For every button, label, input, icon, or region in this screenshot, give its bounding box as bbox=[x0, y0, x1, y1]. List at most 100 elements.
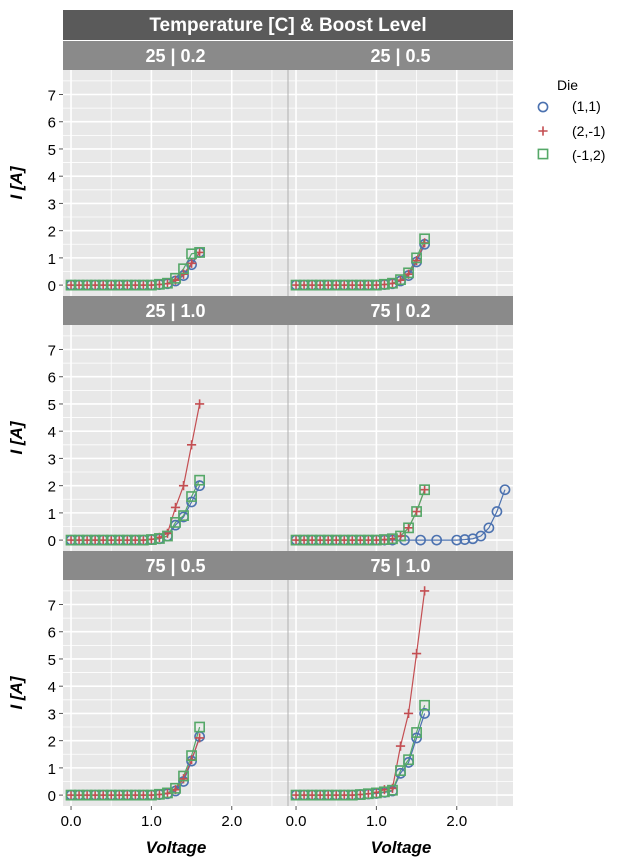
data-point bbox=[411, 648, 422, 659]
panel-6: 75 | 1.0 0.0 1.0 2.0 bbox=[286, 551, 513, 830]
data-point bbox=[194, 480, 206, 492]
data-point bbox=[105, 279, 117, 291]
data-point bbox=[370, 787, 382, 799]
data-point bbox=[354, 534, 366, 546]
plot-background bbox=[288, 70, 513, 296]
data-point bbox=[186, 750, 197, 762]
chart-title: Temperature [C] & Boost Level bbox=[149, 15, 426, 36]
y-tick-label: 7 bbox=[48, 88, 56, 105]
data-point bbox=[105, 789, 117, 801]
data-point bbox=[105, 534, 117, 546]
data-point bbox=[65, 534, 77, 546]
y-tick-label: 4 bbox=[48, 679, 56, 696]
data-point bbox=[81, 534, 93, 546]
data-point bbox=[387, 784, 398, 796]
data-point bbox=[298, 279, 310, 291]
y-tick-label: 2 bbox=[48, 224, 56, 241]
data-point bbox=[338, 534, 350, 546]
data-point bbox=[346, 279, 358, 291]
data-point bbox=[154, 788, 165, 800]
data-point bbox=[403, 523, 414, 533]
data-point bbox=[121, 279, 133, 291]
data-point bbox=[194, 721, 206, 733]
panel-strip bbox=[63, 551, 288, 580]
data-point bbox=[346, 789, 358, 801]
y-tick-label: 1 bbox=[48, 251, 56, 268]
data-point bbox=[306, 789, 318, 801]
x-tick-label: 2.0 bbox=[446, 813, 467, 830]
y-tick-label: 0 bbox=[48, 533, 56, 550]
y-tick-label: 7 bbox=[48, 343, 56, 360]
x-axis-title-right: Voltage bbox=[371, 838, 432, 857]
data-point bbox=[178, 510, 189, 522]
data-point bbox=[330, 279, 342, 291]
y-tick-label: 5 bbox=[48, 397, 56, 414]
data-point bbox=[298, 534, 310, 546]
data-point bbox=[121, 534, 133, 546]
data-point bbox=[290, 279, 302, 291]
y-tick-label: 2 bbox=[48, 479, 56, 496]
data-point bbox=[186, 440, 197, 450]
y-tick-label: 1 bbox=[48, 761, 56, 778]
legend: Die (1,1) (2,-1) (-1,2) bbox=[537, 77, 605, 163]
legend-marker-2 bbox=[538, 126, 548, 136]
data-point bbox=[81, 279, 93, 291]
panel-1: 25 | 0.2 0 1 2 3 4 5 6 7 I [A] bbox=[7, 41, 288, 296]
y-tick-label: 4 bbox=[48, 424, 56, 441]
data-point bbox=[314, 534, 326, 546]
data-point bbox=[419, 708, 431, 719]
data-point bbox=[194, 474, 206, 486]
plot-background bbox=[288, 325, 513, 551]
data-point bbox=[411, 727, 422, 738]
data-point bbox=[97, 789, 109, 801]
plot-background bbox=[63, 70, 288, 296]
data-point bbox=[395, 530, 406, 542]
data-point bbox=[314, 279, 326, 291]
data-point bbox=[186, 248, 197, 260]
data-point bbox=[194, 247, 206, 258]
data-point bbox=[306, 534, 318, 546]
data-point bbox=[178, 263, 189, 275]
data-point bbox=[362, 788, 374, 800]
data-point bbox=[186, 491, 197, 502]
data-point bbox=[451, 534, 463, 546]
data-point bbox=[475, 530, 487, 542]
data-point bbox=[89, 534, 101, 546]
y-tick-label: 3 bbox=[48, 196, 56, 213]
data-point bbox=[137, 279, 149, 291]
data-point bbox=[362, 279, 374, 291]
data-point bbox=[129, 534, 141, 546]
y-tick-label: 3 bbox=[48, 451, 56, 468]
y-tick-label: 3 bbox=[48, 706, 56, 723]
data-point bbox=[170, 782, 181, 794]
data-point bbox=[81, 789, 93, 801]
data-point bbox=[379, 534, 390, 545]
data-point bbox=[395, 765, 406, 777]
data-point bbox=[178, 481, 189, 491]
title-strip bbox=[63, 10, 513, 40]
x-tick-label: 2.0 bbox=[221, 813, 242, 830]
y-tick-label: 6 bbox=[48, 625, 56, 642]
data-point bbox=[395, 274, 406, 286]
data-point bbox=[170, 272, 181, 284]
data-point bbox=[195, 733, 205, 743]
data-point bbox=[431, 534, 443, 546]
data-point bbox=[419, 233, 431, 245]
panel-strip bbox=[63, 296, 288, 325]
data-point bbox=[420, 485, 430, 495]
y-tick-label: 2 bbox=[48, 734, 56, 751]
data-point bbox=[379, 278, 390, 290]
data-point bbox=[403, 522, 414, 534]
panel-strip bbox=[288, 296, 513, 325]
data-point bbox=[411, 732, 422, 744]
data-point bbox=[330, 789, 342, 801]
data-point bbox=[121, 789, 133, 801]
data-point bbox=[491, 506, 503, 517]
y-tick-label: 5 bbox=[48, 652, 56, 669]
y-tick-label: 0 bbox=[48, 788, 56, 805]
data-point bbox=[89, 789, 101, 801]
data-point bbox=[403, 267, 414, 279]
